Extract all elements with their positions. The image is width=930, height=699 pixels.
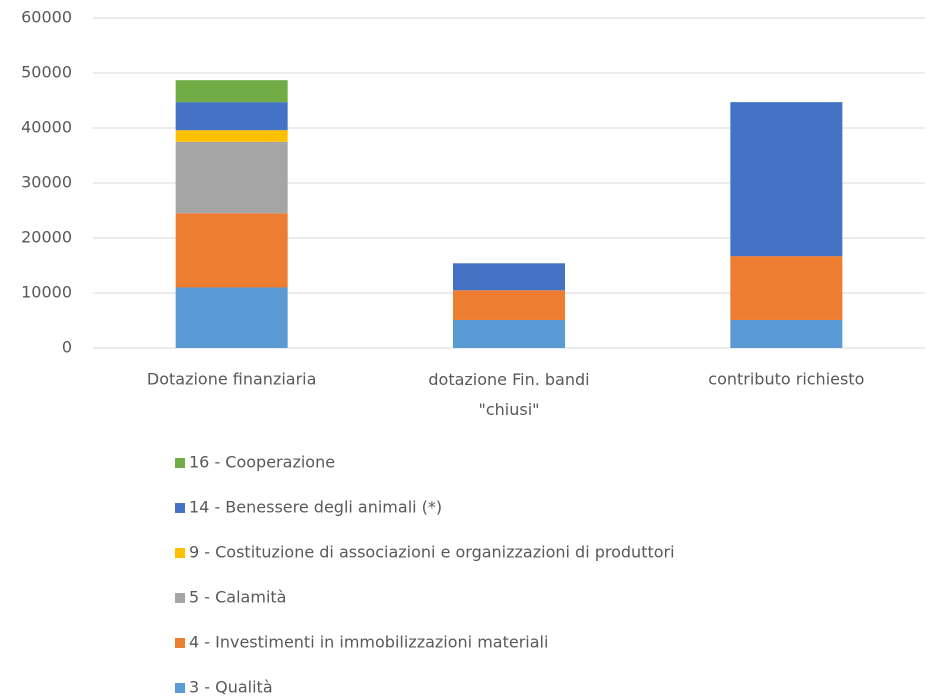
bar-segment <box>453 263 565 291</box>
y-tick-label: 20000 <box>21 228 72 247</box>
legend-swatch <box>175 683 185 693</box>
bar-segment <box>175 213 288 288</box>
legend-swatch <box>175 503 185 513</box>
legend-label: 4 - Investimenti in immobilizzazioni mat… <box>189 633 548 652</box>
legend-swatch <box>175 593 185 603</box>
bar-segment <box>453 290 565 320</box>
y-tick-label: 40000 <box>21 118 72 137</box>
bar-segment <box>730 256 843 320</box>
bar-segment <box>730 102 843 257</box>
y-tick-label: 0 <box>62 338 72 357</box>
bar-segment <box>175 141 288 214</box>
bar-segment <box>730 319 843 348</box>
x-tick-label: dotazione Fin. bandi "chiusi" <box>428 370 589 419</box>
x-tick-label: contributo richiesto <box>708 370 864 389</box>
bar-segment <box>175 102 288 131</box>
legend-swatch <box>175 638 185 648</box>
legend-label: 3 - Qualità <box>189 678 273 697</box>
y-tick-label: 30000 <box>21 173 72 192</box>
x-tick-label: Dotazione finanziaria <box>147 370 317 389</box>
y-tick-label: 50000 <box>21 63 72 82</box>
bar-segment <box>175 287 288 348</box>
legend-swatch <box>175 548 185 558</box>
bar-segment <box>175 130 288 142</box>
y-tick-label: 10000 <box>21 283 72 302</box>
legend-swatch <box>175 458 185 468</box>
legend-label: 5 - Calamità <box>189 588 286 607</box>
legend-label: 16 - Cooperazione <box>189 453 335 472</box>
legend-label: 9 - Costituzione di associazioni e organ… <box>189 543 675 562</box>
legend-label: 14 - Benessere degli animali (*) <box>189 498 442 517</box>
bar-segment <box>175 80 288 103</box>
bar-segment <box>453 319 565 348</box>
y-tick-label: 60000 <box>21 8 72 27</box>
